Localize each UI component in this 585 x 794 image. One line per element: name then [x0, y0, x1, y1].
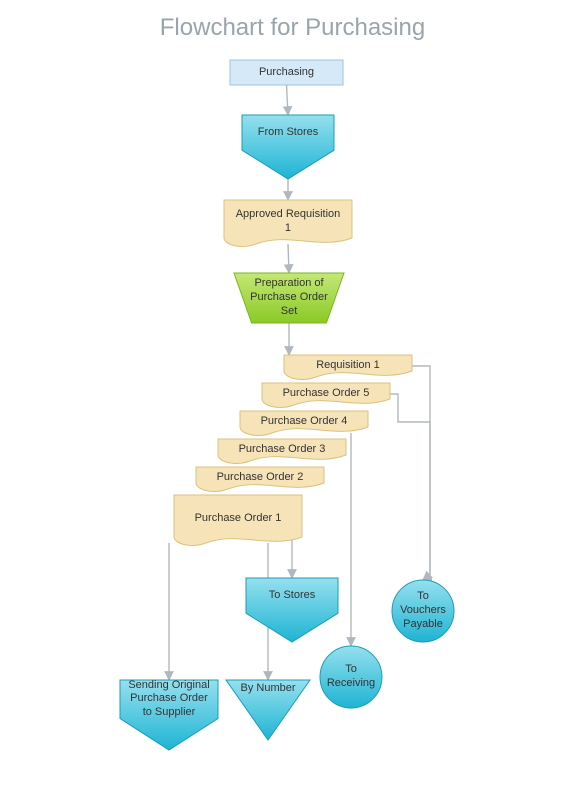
po5-shape	[262, 383, 390, 407]
by_number-shape	[226, 680, 310, 740]
edge-po5-vouchers	[390, 394, 430, 580]
to_stores-shape	[246, 578, 338, 642]
to_receiving-shape	[320, 646, 382, 708]
approved_req-shape	[224, 200, 352, 246]
req1-shape	[284, 355, 412, 379]
from_stores-shape	[242, 115, 334, 179]
po2-shape	[196, 467, 324, 491]
po3-shape	[218, 439, 346, 463]
po1-shape	[174, 495, 302, 545]
purchasing-shape	[230, 60, 343, 85]
edge-purchasing-fromstores	[287, 85, 289, 115]
flowchart-canvas	[0, 0, 585, 794]
edge-approved-prep	[288, 244, 289, 273]
edge-req1-vouchers	[412, 366, 430, 581]
po4-shape	[240, 411, 368, 435]
prep-shape	[234, 273, 344, 323]
vouchers-shape	[392, 580, 454, 642]
sending-shape	[120, 680, 218, 750]
